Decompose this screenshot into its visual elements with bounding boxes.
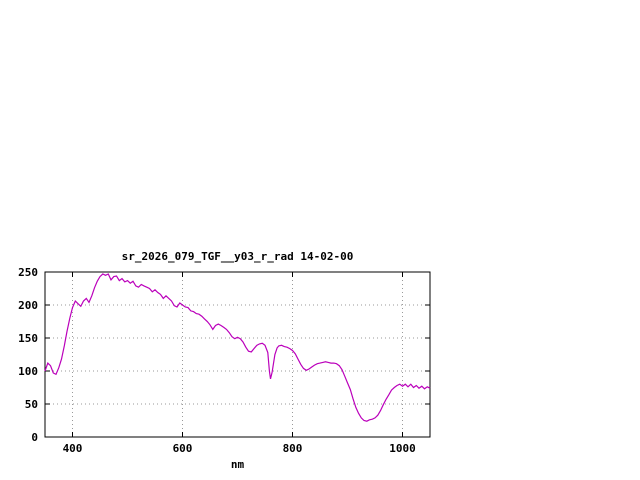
x-tick-label: 600	[173, 442, 193, 455]
chart-title: sr_2026_079_TGF__y03_r_rad 14-02-00	[121, 250, 354, 263]
x-tick-label: 1000	[389, 442, 416, 455]
y-tick-label: 0	[31, 431, 38, 444]
y-tick-label: 100	[18, 365, 38, 378]
y-tick-label: 50	[25, 398, 38, 411]
x-axis-label: nm	[230, 458, 245, 471]
y-tick-label: 250	[18, 266, 38, 279]
x-tick-label: 400	[63, 442, 83, 455]
x-tick-label: 800	[283, 442, 303, 455]
y-tick-label: 200	[18, 299, 38, 312]
series-line	[44, 273, 431, 422]
plot-border	[44, 271, 431, 438]
y-tick-label: 150	[18, 332, 38, 345]
